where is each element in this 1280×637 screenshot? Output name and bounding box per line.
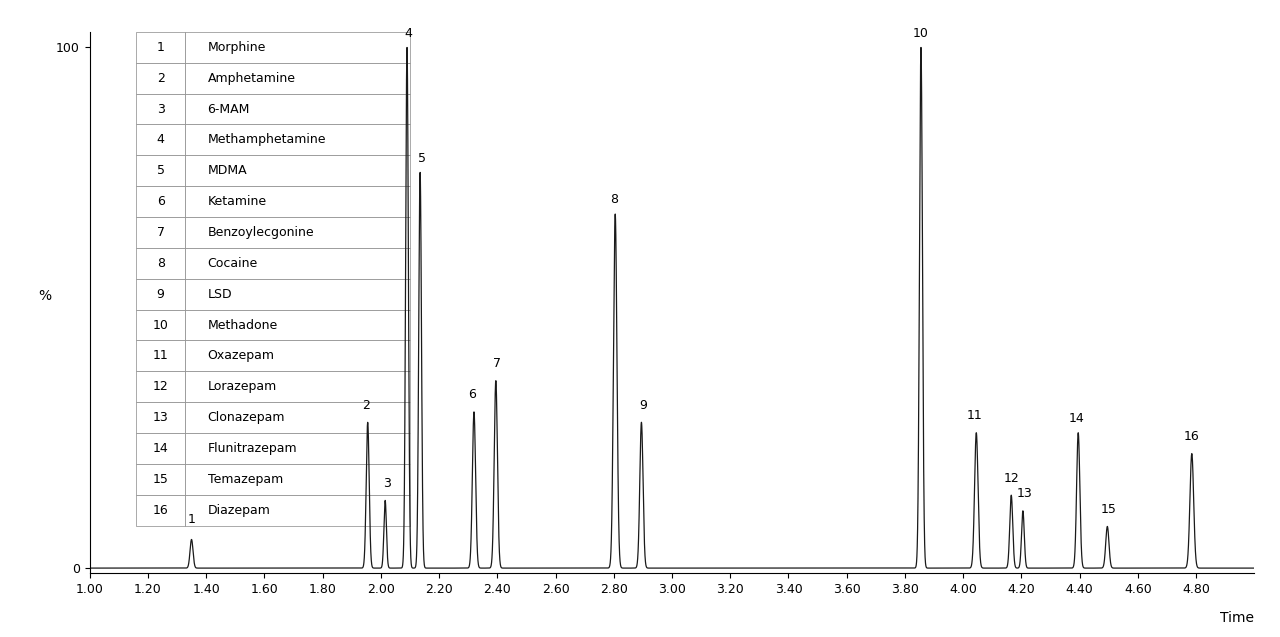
Text: 1: 1 xyxy=(188,513,196,526)
Y-axis label: %: % xyxy=(38,289,51,303)
Text: 10: 10 xyxy=(913,27,929,39)
Text: 13: 13 xyxy=(1016,487,1032,501)
Text: 15: 15 xyxy=(1101,503,1116,516)
Text: 5: 5 xyxy=(417,152,425,164)
Text: 4: 4 xyxy=(404,27,412,39)
Text: Time: Time xyxy=(1220,612,1254,625)
Text: 12: 12 xyxy=(1004,472,1019,485)
Text: 16: 16 xyxy=(1184,430,1199,443)
Text: 3: 3 xyxy=(383,477,390,490)
Text: 9: 9 xyxy=(639,399,646,412)
Text: 6: 6 xyxy=(468,389,476,401)
Text: 8: 8 xyxy=(609,193,618,206)
Text: 14: 14 xyxy=(1069,412,1084,425)
Text: 11: 11 xyxy=(966,410,983,422)
Text: 7: 7 xyxy=(493,357,502,370)
Text: 2: 2 xyxy=(362,399,370,412)
